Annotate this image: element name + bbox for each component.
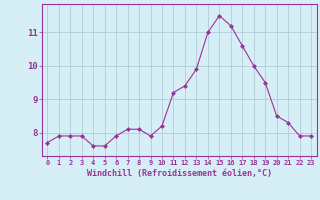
X-axis label: Windchill (Refroidissement éolien,°C): Windchill (Refroidissement éolien,°C) bbox=[87, 169, 272, 178]
